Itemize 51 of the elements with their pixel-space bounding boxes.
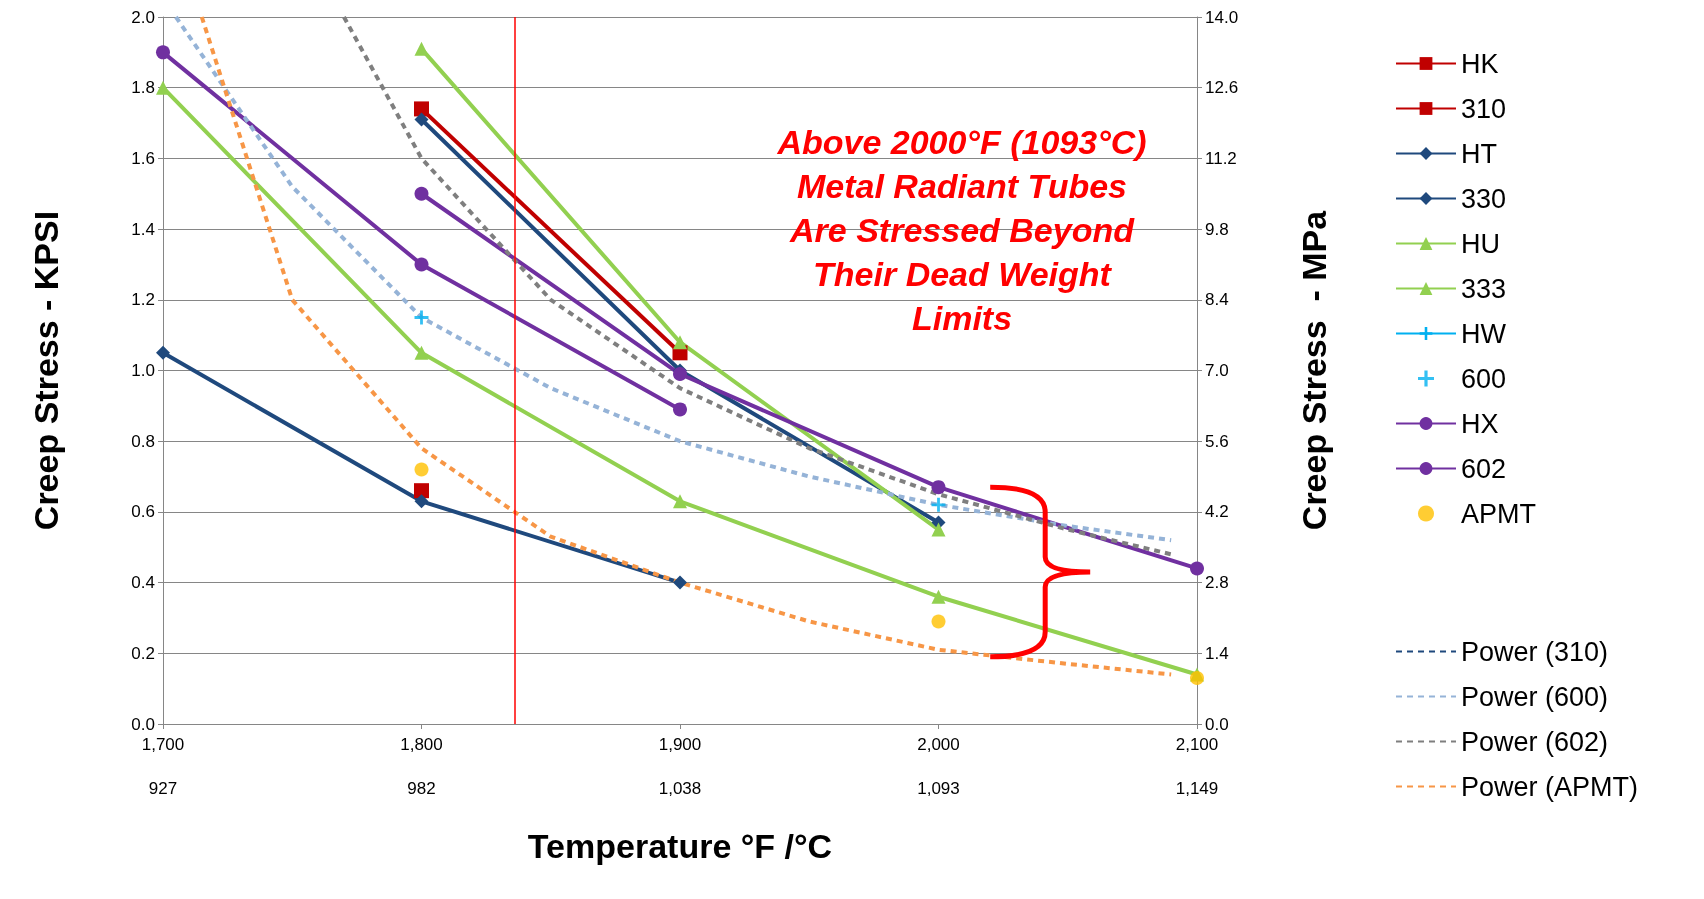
legend-label: HK bbox=[1461, 48, 1499, 79]
x2-tick-label: 982 bbox=[407, 779, 436, 798]
y-axis-title: Creep Stress - KPSI bbox=[27, 210, 65, 531]
y-tick-label: 1.6 bbox=[131, 148, 155, 168]
x-tick-label: 2,100 bbox=[1175, 735, 1219, 754]
y-tick-label: 0.6 bbox=[131, 502, 155, 522]
y2-tick-label: 7.0 bbox=[1205, 361, 1229, 380]
y2-tick-label: 1.4 bbox=[1205, 643, 1229, 663]
y-tick-label: 2.0 bbox=[131, 7, 155, 27]
legend-label: Power (310) bbox=[1461, 636, 1609, 667]
y2-tick-label: 14.0 bbox=[1205, 7, 1239, 27]
y2-tick-label: 2.8 bbox=[1205, 573, 1229, 593]
legend-label: Power (APMT) bbox=[1461, 771, 1639, 802]
legend-label: 310 bbox=[1461, 93, 1507, 124]
y2-axis-title: Creep Stress - MPa bbox=[1295, 209, 1333, 531]
y-tick-label: 0.0 bbox=[131, 714, 155, 734]
legend-label: 600 bbox=[1461, 363, 1507, 394]
legend-label: APMT bbox=[1461, 498, 1537, 529]
y2-tick-label: 9.8 bbox=[1205, 219, 1229, 239]
y2-tick-label: 5.6 bbox=[1205, 431, 1229, 451]
x-tick-label: 1,900 bbox=[658, 735, 702, 754]
x2-tick-label: 1,149 bbox=[1175, 779, 1219, 798]
y2-tick-label: 11.2 bbox=[1205, 148, 1237, 168]
x2-tick-label: 927 bbox=[148, 779, 178, 798]
legend-label: 333 bbox=[1461, 273, 1507, 304]
y-tick-label: 0.4 bbox=[131, 573, 155, 593]
y-tick-label: 1.4 bbox=[131, 219, 155, 239]
y2-tick-label: 12.6 bbox=[1205, 78, 1239, 98]
x-axis-title: Temperature °F /°C bbox=[527, 827, 833, 865]
y-tick-label: 1.8 bbox=[131, 78, 155, 98]
y2-tick-label: 8.4 bbox=[1205, 290, 1229, 310]
x2-tick-label: 1,093 bbox=[917, 779, 960, 798]
annotation: Above 2000°F (1093°C) Metal Radiant Tubes Are Stressed Beyond Their Dead Weight Limits bbox=[776, 123, 1147, 337]
y-tick-label: 0.8 bbox=[131, 431, 155, 451]
y2-tick-label: 0.0 bbox=[1205, 714, 1229, 734]
legend-label: HW bbox=[1461, 318, 1507, 349]
x-tick-label: 1,800 bbox=[400, 735, 443, 754]
y-tick-label: 1.0 bbox=[131, 361, 155, 380]
legend-label: 602 bbox=[1461, 453, 1507, 484]
x-tick-label: 2,000 bbox=[917, 735, 960, 754]
x-tick-label: 1,700 bbox=[141, 735, 185, 754]
legend-label: HU bbox=[1461, 228, 1500, 259]
x2-tick-label: 1,038 bbox=[658, 779, 702, 798]
y2-tick-label: 4.2 bbox=[1205, 502, 1229, 522]
legend-label: HT bbox=[1461, 138, 1497, 169]
legend-label: 330 bbox=[1461, 183, 1507, 214]
legend-label: Power (602) bbox=[1461, 726, 1609, 757]
y-tick-label: 1.2 bbox=[131, 290, 155, 310]
legend-label: Power (600) bbox=[1461, 681, 1609, 712]
legend-label: HX bbox=[1461, 408, 1499, 439]
y-tick-label: 0.2 bbox=[131, 643, 155, 663]
